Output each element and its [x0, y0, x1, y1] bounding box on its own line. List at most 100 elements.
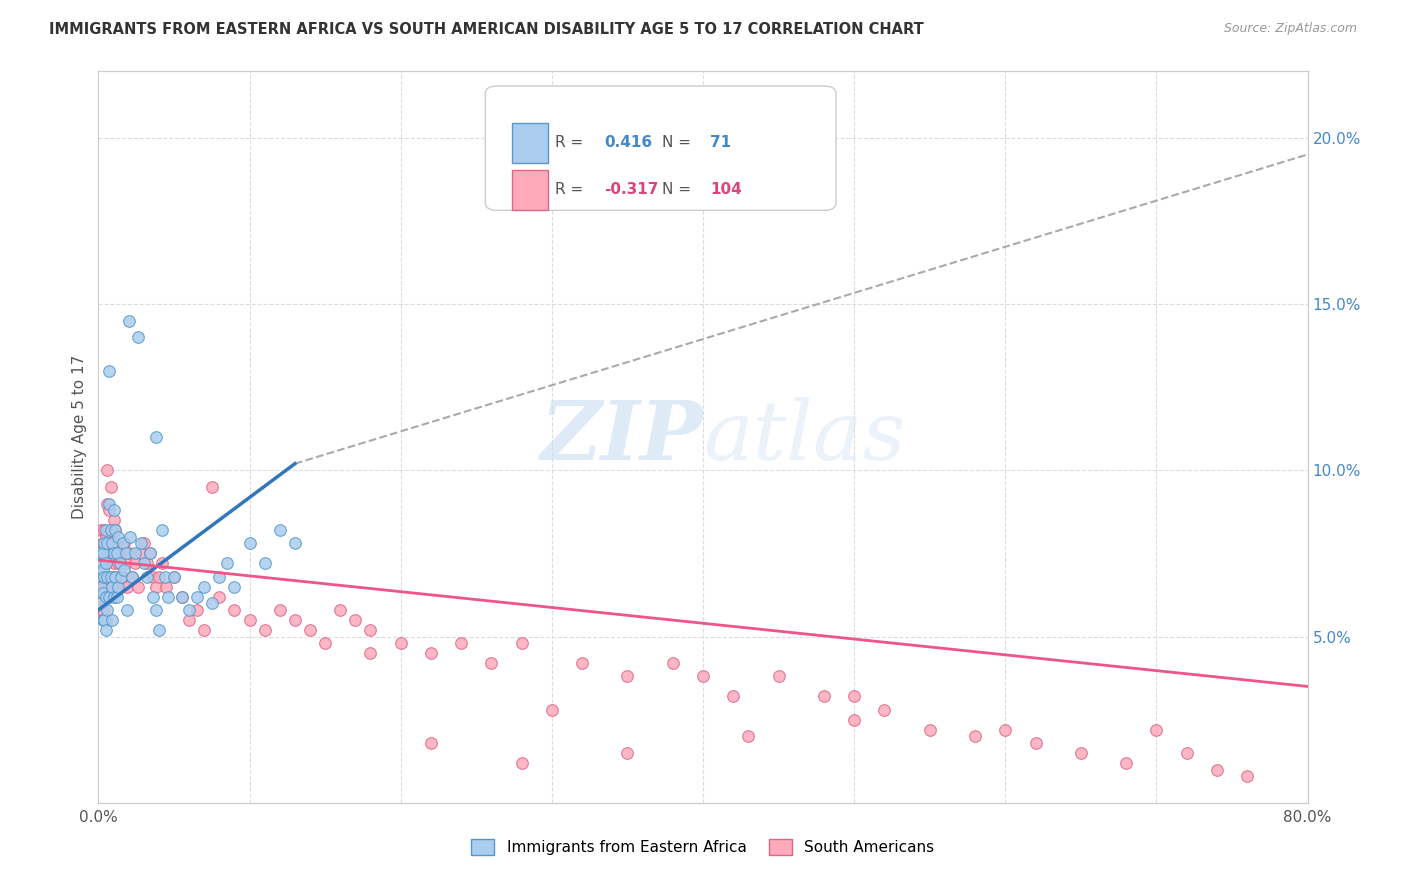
Point — [844, 690, 866, 704]
Point — [89, 546, 111, 560]
Point — [114, 557, 136, 571]
Point — [90, 557, 112, 571]
Point — [239, 613, 262, 627]
Point — [96, 603, 118, 617]
Point — [96, 463, 118, 477]
Point — [103, 503, 125, 517]
Point — [91, 603, 114, 617]
Point — [90, 580, 112, 594]
Point — [93, 613, 115, 627]
Point — [121, 570, 143, 584]
Point — [253, 623, 276, 637]
Point — [98, 580, 121, 594]
Point — [94, 613, 117, 627]
Point — [420, 736, 443, 750]
Point — [93, 570, 115, 584]
Point — [129, 546, 152, 560]
Point — [94, 557, 117, 571]
Point — [98, 536, 121, 550]
Point — [90, 603, 112, 617]
Point — [142, 570, 165, 584]
Point — [284, 536, 307, 550]
Point — [153, 570, 176, 584]
Point — [110, 570, 132, 584]
Point — [1175, 746, 1198, 760]
Point — [105, 546, 128, 560]
Text: 0.416: 0.416 — [603, 136, 652, 150]
Point — [98, 363, 121, 377]
Point — [127, 330, 149, 344]
Point — [100, 570, 122, 584]
Point — [269, 523, 291, 537]
Point — [94, 590, 117, 604]
Point — [124, 546, 146, 560]
Point — [344, 613, 367, 627]
Point — [1144, 723, 1167, 737]
Point — [813, 690, 835, 704]
Point — [96, 590, 118, 604]
Text: R =: R = — [555, 182, 589, 197]
Point — [115, 580, 138, 594]
Point — [1024, 736, 1046, 750]
Point — [170, 590, 193, 604]
Point — [107, 580, 129, 594]
Point — [124, 557, 146, 571]
Point — [965, 729, 987, 743]
Point — [201, 596, 224, 610]
Point — [108, 570, 131, 584]
Point — [1236, 769, 1258, 783]
Point — [90, 523, 112, 537]
Point — [89, 590, 111, 604]
Text: atlas: atlas — [703, 397, 905, 477]
Point — [224, 603, 246, 617]
Point — [389, 636, 412, 650]
Point — [163, 570, 186, 584]
Point — [510, 756, 533, 770]
Point — [299, 623, 322, 637]
Point — [104, 570, 127, 584]
Point — [616, 669, 638, 683]
Point — [101, 536, 124, 550]
Point — [103, 546, 125, 560]
Point — [208, 570, 231, 584]
Y-axis label: Disability Age 5 to 17: Disability Age 5 to 17 — [72, 355, 87, 519]
Point — [105, 590, 128, 604]
Point — [201, 480, 224, 494]
Point — [284, 613, 307, 627]
Point — [994, 723, 1017, 737]
Text: N =: N = — [662, 182, 696, 197]
Point — [139, 546, 162, 560]
Point — [420, 646, 443, 660]
Point — [91, 557, 114, 571]
Point — [269, 603, 291, 617]
Point — [135, 557, 157, 571]
Point — [360, 646, 382, 660]
Point — [661, 656, 683, 670]
Point — [101, 613, 124, 627]
Point — [571, 656, 593, 670]
Point — [91, 563, 114, 577]
Point — [96, 536, 118, 550]
Point — [104, 523, 127, 537]
Point — [170, 590, 193, 604]
Point — [208, 590, 231, 604]
Point — [104, 523, 127, 537]
Point — [89, 570, 111, 584]
Point — [127, 580, 149, 594]
Point — [108, 557, 131, 571]
Point — [94, 523, 117, 537]
Point — [114, 546, 136, 560]
Point — [118, 546, 141, 560]
Point — [94, 623, 117, 637]
Point — [91, 586, 114, 600]
Text: IMMIGRANTS FROM EASTERN AFRICA VS SOUTH AMERICAN DISABILITY AGE 5 TO 17 CORRELAT: IMMIGRANTS FROM EASTERN AFRICA VS SOUTH … — [49, 22, 924, 37]
Point — [148, 570, 170, 584]
Point — [98, 503, 121, 517]
Text: Source: ZipAtlas.com: Source: ZipAtlas.com — [1223, 22, 1357, 36]
Point — [616, 746, 638, 760]
Point — [224, 580, 246, 594]
Point — [112, 563, 135, 577]
Point — [155, 580, 177, 594]
Point — [193, 580, 215, 594]
Point — [90, 557, 112, 571]
